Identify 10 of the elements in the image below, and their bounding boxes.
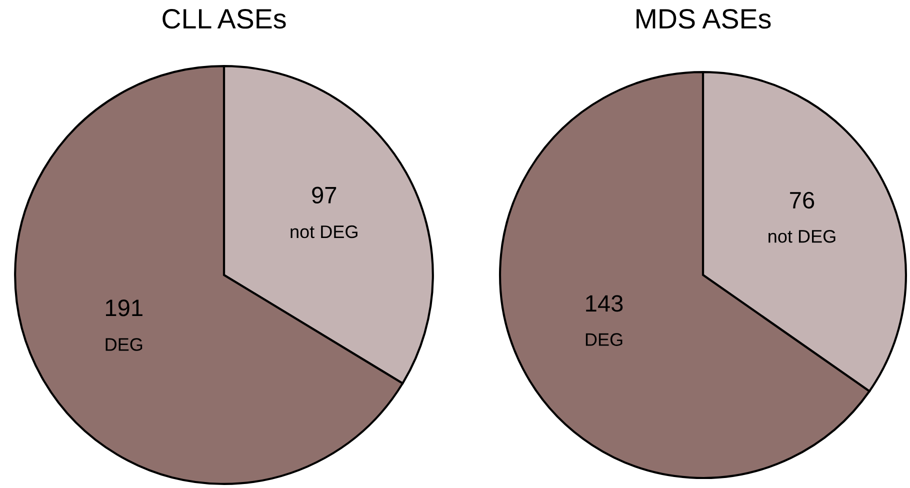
data-label: 143 <box>586 295 623 312</box>
chart-title: CLL ASEs <box>162 9 286 29</box>
slice-label: DEG <box>586 333 622 346</box>
data-label: 191 <box>106 300 142 316</box>
slice-label: not DEG <box>290 225 358 238</box>
data-label: 97 <box>312 186 336 204</box>
data-label: 76 <box>790 192 814 209</box>
slice-label: not DEG <box>768 230 836 243</box>
chart-title: MDS ASEs <box>636 9 771 29</box>
slice-label: DEG <box>106 338 142 351</box>
